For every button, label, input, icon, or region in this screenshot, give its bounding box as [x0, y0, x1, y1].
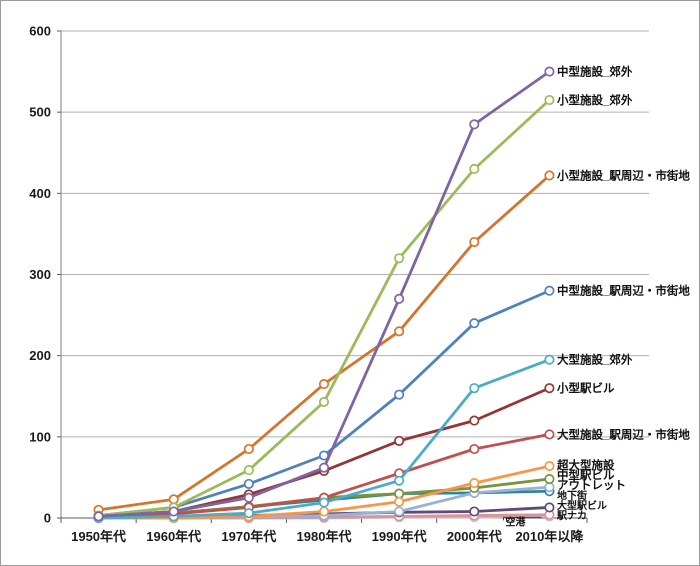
data-point	[544, 170, 555, 181]
data-point	[243, 465, 254, 476]
data-point	[469, 163, 480, 175]
data-point	[544, 94, 555, 106]
series-label--: 大型施設_郊外	[557, 353, 633, 367]
x-tick-label: 1980年代	[297, 529, 352, 544]
series-line-0	[97, 70, 551, 518]
y-tick-label: 400	[29, 186, 51, 201]
data-point	[394, 435, 405, 446]
series-label--: 小型駅ビル	[556, 381, 615, 395]
series-label--: アウトレット	[557, 479, 626, 492]
data-point	[394, 496, 405, 507]
y-tick-label: 0	[44, 511, 51, 526]
series-label--: 空港	[505, 515, 526, 528]
data-point	[469, 383, 480, 394]
y-tick-label: 200	[29, 348, 51, 363]
data-point	[394, 326, 405, 337]
data-point	[168, 506, 179, 517]
data-point	[394, 506, 405, 517]
data-point	[544, 354, 555, 365]
x-tick-label: 1960年代	[146, 529, 201, 544]
data-point	[168, 494, 179, 505]
series-label--: 大型駅ビル	[557, 499, 607, 512]
data-point	[544, 502, 555, 513]
data-point	[318, 396, 330, 407]
data-point	[243, 478, 254, 489]
data-point	[318, 462, 330, 473]
series-label--: 中型施設_駅周辺・市街地	[557, 284, 690, 298]
data-point	[93, 511, 104, 522]
x-tick-label: 2010年以降	[515, 529, 584, 544]
data-point	[318, 497, 330, 508]
y-tick-label: 600	[29, 24, 51, 39]
data-point	[243, 492, 254, 503]
data-point	[394, 475, 405, 486]
data-point	[544, 429, 555, 440]
x-tick-label: 2000年代	[447, 529, 502, 544]
data-point	[544, 482, 555, 493]
data-point	[544, 461, 555, 472]
data-point	[469, 318, 480, 329]
data-point	[469, 415, 480, 426]
data-point	[243, 508, 254, 519]
y-tick-label: 100	[29, 429, 51, 444]
data-point	[544, 285, 555, 296]
series-label--: 中型施設_郊外	[557, 65, 633, 79]
series-label--: 中型駅ビル	[557, 468, 615, 482]
data-point	[469, 478, 480, 489]
series-label--: 小型施設_駅周辺・市街地	[556, 168, 690, 182]
y-tick-label: 300	[29, 267, 51, 282]
y-tick-label: 500	[29, 105, 51, 120]
data-point	[469, 119, 480, 130]
series-label--: 超大型施設	[556, 458, 615, 472]
data-point	[469, 443, 480, 455]
data-point	[469, 236, 480, 248]
data-point	[394, 253, 405, 264]
data-point	[318, 379, 330, 390]
data-point	[394, 488, 405, 499]
x-tick-label: 1970年代	[221, 529, 276, 544]
data-point	[544, 383, 555, 394]
x-tick-label: 1990年代	[372, 529, 427, 544]
label-leader-line	[502, 516, 542, 521]
data-point	[243, 443, 254, 455]
series-label--: 小型施設_郊外	[556, 93, 633, 107]
data-point	[318, 506, 330, 517]
data-point	[544, 473, 555, 485]
data-point	[394, 389, 405, 400]
data-point	[394, 293, 405, 304]
series-label--: 駅ナカ	[556, 510, 587, 522]
x-tick-label: 1950年代	[71, 529, 126, 544]
data-point	[544, 66, 555, 77]
series-label--: 大型施設_駅周辺・市街地	[557, 427, 690, 441]
data-point	[469, 506, 480, 517]
series-label--: 地下街	[557, 489, 587, 502]
